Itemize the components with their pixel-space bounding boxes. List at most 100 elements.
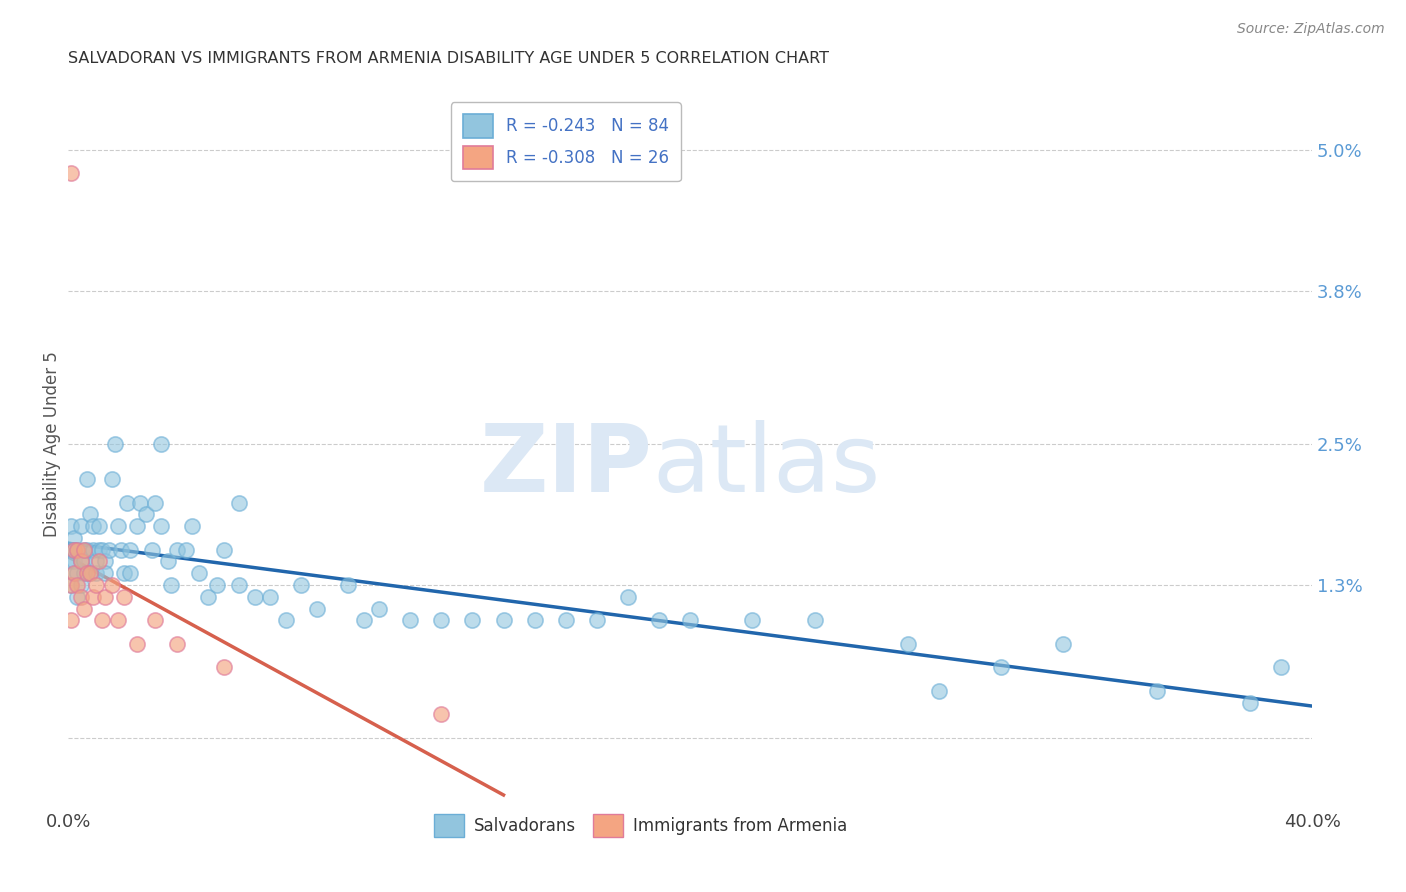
- Point: [63, 566, 86, 581]
- Point: [928, 683, 950, 698]
- Point: [741, 613, 763, 627]
- Point: [554, 613, 576, 627]
- Point: [100, 578, 122, 592]
- Point: [66, 542, 89, 557]
- Y-axis label: Disability Age Under 5: Disability Age Under 5: [44, 351, 60, 537]
- Point: [91, 542, 114, 557]
- Point: [112, 590, 135, 604]
- Point: [89, 519, 111, 533]
- Point: [76, 542, 98, 557]
- Point: [84, 566, 107, 581]
- Point: [89, 542, 111, 557]
- Point: [125, 637, 148, 651]
- Point: [63, 554, 86, 568]
- Point: [63, 542, 86, 557]
- Point: [648, 613, 671, 627]
- Point: [60, 519, 83, 533]
- Point: [72, 542, 94, 557]
- Point: [368, 601, 391, 615]
- Point: [110, 542, 132, 557]
- Point: [120, 542, 142, 557]
- Point: [143, 613, 166, 627]
- Point: [107, 613, 129, 627]
- Point: [1146, 683, 1168, 698]
- Point: [82, 519, 104, 533]
- Point: [212, 542, 235, 557]
- Point: [66, 590, 89, 604]
- Point: [60, 578, 83, 592]
- Point: [104, 437, 127, 451]
- Point: [187, 566, 209, 581]
- Point: [94, 590, 117, 604]
- Point: [585, 613, 607, 627]
- Point: [82, 590, 104, 604]
- Point: [60, 542, 83, 557]
- Point: [399, 613, 422, 627]
- Point: [94, 566, 117, 581]
- Text: ZIP: ZIP: [479, 420, 652, 512]
- Point: [1239, 696, 1261, 710]
- Text: atlas: atlas: [652, 420, 882, 512]
- Point: [150, 519, 173, 533]
- Point: [66, 578, 89, 592]
- Point: [156, 554, 179, 568]
- Point: [97, 542, 120, 557]
- Point: [228, 578, 250, 592]
- Point: [60, 554, 83, 568]
- Point: [112, 566, 135, 581]
- Point: [461, 613, 484, 627]
- Point: [63, 566, 86, 581]
- Point: [69, 590, 91, 604]
- Point: [60, 613, 83, 627]
- Point: [120, 566, 142, 581]
- Point: [115, 496, 138, 510]
- Text: SALVADORAN VS IMMIGRANTS FROM ARMENIA DISABILITY AGE UNDER 5 CORRELATION CHART: SALVADORAN VS IMMIGRANTS FROM ARMENIA DI…: [67, 51, 830, 66]
- Point: [166, 637, 188, 651]
- Point: [143, 496, 166, 510]
- Point: [76, 566, 98, 581]
- Point: [66, 542, 89, 557]
- Point: [1052, 637, 1074, 651]
- Point: [79, 566, 101, 581]
- Point: [290, 578, 312, 592]
- Point: [353, 613, 375, 627]
- Point: [897, 637, 920, 651]
- Point: [72, 554, 94, 568]
- Point: [803, 613, 825, 627]
- Point: [94, 554, 117, 568]
- Point: [82, 542, 104, 557]
- Point: [228, 496, 250, 510]
- Point: [1270, 660, 1292, 674]
- Point: [430, 707, 453, 722]
- Point: [107, 519, 129, 533]
- Point: [84, 554, 107, 568]
- Point: [523, 613, 546, 627]
- Point: [259, 590, 281, 604]
- Point: [492, 613, 515, 627]
- Point: [197, 590, 219, 604]
- Point: [141, 542, 163, 557]
- Point: [274, 613, 297, 627]
- Point: [69, 554, 91, 568]
- Point: [181, 519, 204, 533]
- Point: [135, 508, 157, 522]
- Point: [60, 166, 83, 180]
- Point: [159, 578, 181, 592]
- Point: [60, 578, 83, 592]
- Point: [84, 578, 107, 592]
- Point: [63, 531, 86, 545]
- Point: [69, 519, 91, 533]
- Point: [89, 554, 111, 568]
- Point: [174, 542, 197, 557]
- Legend: Salvadorans, Immigrants from Armenia: Salvadorans, Immigrants from Armenia: [427, 807, 853, 844]
- Point: [69, 554, 91, 568]
- Point: [243, 590, 266, 604]
- Point: [212, 660, 235, 674]
- Point: [66, 566, 89, 581]
- Point: [990, 660, 1012, 674]
- Point: [91, 613, 114, 627]
- Text: Source: ZipAtlas.com: Source: ZipAtlas.com: [1237, 22, 1385, 37]
- Point: [337, 578, 360, 592]
- Point: [430, 613, 453, 627]
- Point: [617, 590, 640, 604]
